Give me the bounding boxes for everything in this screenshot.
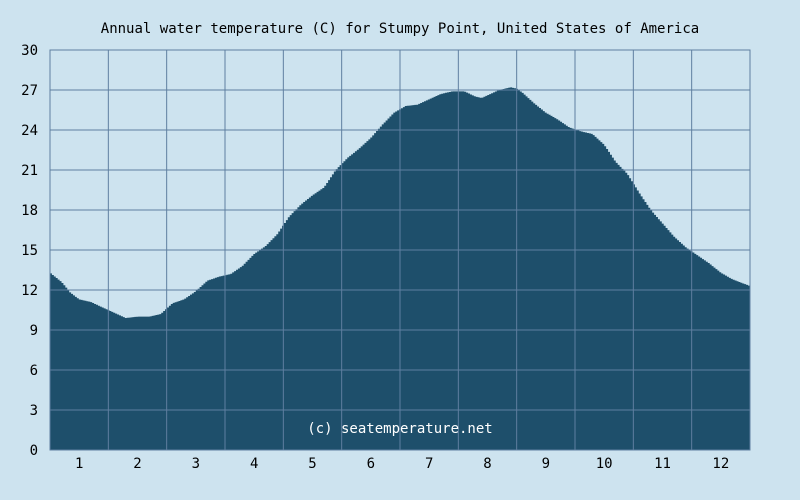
- y-tick-label: 21: [21, 163, 38, 179]
- y-tick-label: 15: [21, 243, 38, 259]
- y-tick-label: 12: [21, 283, 38, 299]
- watermark-text: (c) seatemperature.net: [307, 421, 492, 437]
- x-tick-label: 8: [483, 456, 491, 472]
- x-tick-label: 5: [308, 456, 316, 472]
- y-tick-label: 9: [30, 323, 38, 339]
- chart-title: Annual water temperature (C) for Stumpy …: [101, 21, 699, 37]
- x-tick-label: 12: [712, 456, 729, 472]
- x-tick-label: 11: [654, 456, 671, 472]
- plot-border: [49, 49, 751, 451]
- y-tick-label: 30: [21, 43, 38, 59]
- y-tick-label: 3: [30, 403, 38, 419]
- x-tick-label: 3: [192, 456, 200, 472]
- x-tick-label: 10: [596, 456, 613, 472]
- y-tick-label: 27: [21, 83, 38, 99]
- x-tick-label: 2: [133, 456, 141, 472]
- y-tick-label: 6: [30, 363, 38, 379]
- x-tick-label: 6: [367, 456, 375, 472]
- x-tick-label: 9: [542, 456, 550, 472]
- y-tick-label: 0: [30, 443, 38, 459]
- x-tick-label: 7: [425, 456, 433, 472]
- x-tick-label: 4: [250, 456, 258, 472]
- x-tick-label: 1: [75, 456, 83, 472]
- y-tick-label: 18: [21, 203, 38, 219]
- y-tick-label: 24: [21, 123, 38, 139]
